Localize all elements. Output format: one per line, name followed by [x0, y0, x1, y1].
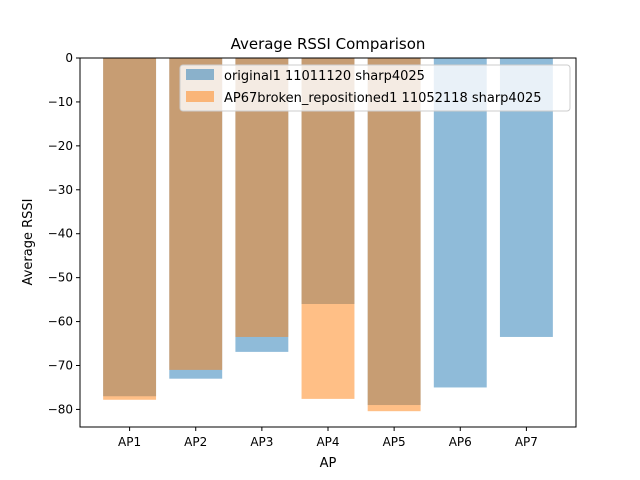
x-axis-ticks: AP1 AP2 AP3 AP4 AP5 AP6 AP7 [118, 427, 538, 449]
bar-ap6-series-1 [433, 58, 487, 388]
x-tick-label: AP7 [515, 435, 538, 449]
y-axis-label: Average RSSI [21, 199, 36, 286]
y-tick-label: −20 [48, 139, 73, 153]
x-tick-label: AP3 [250, 435, 273, 449]
legend-label-repositioned: AP67broken_repositioned1 11052118 sharp4… [224, 91, 542, 106]
x-tick-label: AP5 [383, 435, 406, 449]
y-tick-label: −40 [48, 227, 73, 241]
y-tick-label: −60 [48, 315, 73, 329]
x-tick-label: AP6 [449, 435, 472, 449]
bar-ap1-series-2 [103, 58, 157, 400]
y-tick-label: −50 [48, 271, 73, 285]
bar-ap4-series-2 [301, 58, 355, 399]
legend-label-original: original1 11011120 sharp4025 [224, 69, 425, 84]
chart-title: Average RSSI Comparison [231, 35, 426, 53]
y-tick-label: −80 [48, 402, 73, 416]
legend: original1 11011120 sharp4025 AP67broken_… [179, 64, 571, 112]
legend-swatch-original [186, 69, 214, 80]
bar-ap5-series-2 [367, 58, 421, 412]
y-tick-label: 0 [65, 51, 73, 65]
x-tick-label: AP4 [316, 435, 339, 449]
y-tick-label: −10 [48, 95, 73, 109]
y-tick-label: −30 [48, 183, 73, 197]
y-tick-label: −70 [48, 359, 73, 373]
y-axis-ticks: 0 −10 −20 −30 −40 −50 −60 −70 −80 [48, 51, 80, 416]
legend-box [179, 64, 571, 112]
legend-swatch-repositioned [186, 91, 214, 102]
x-tick-label: AP1 [118, 435, 141, 449]
x-axis-label: AP [320, 456, 337, 471]
x-tick-label: AP2 [184, 435, 207, 449]
